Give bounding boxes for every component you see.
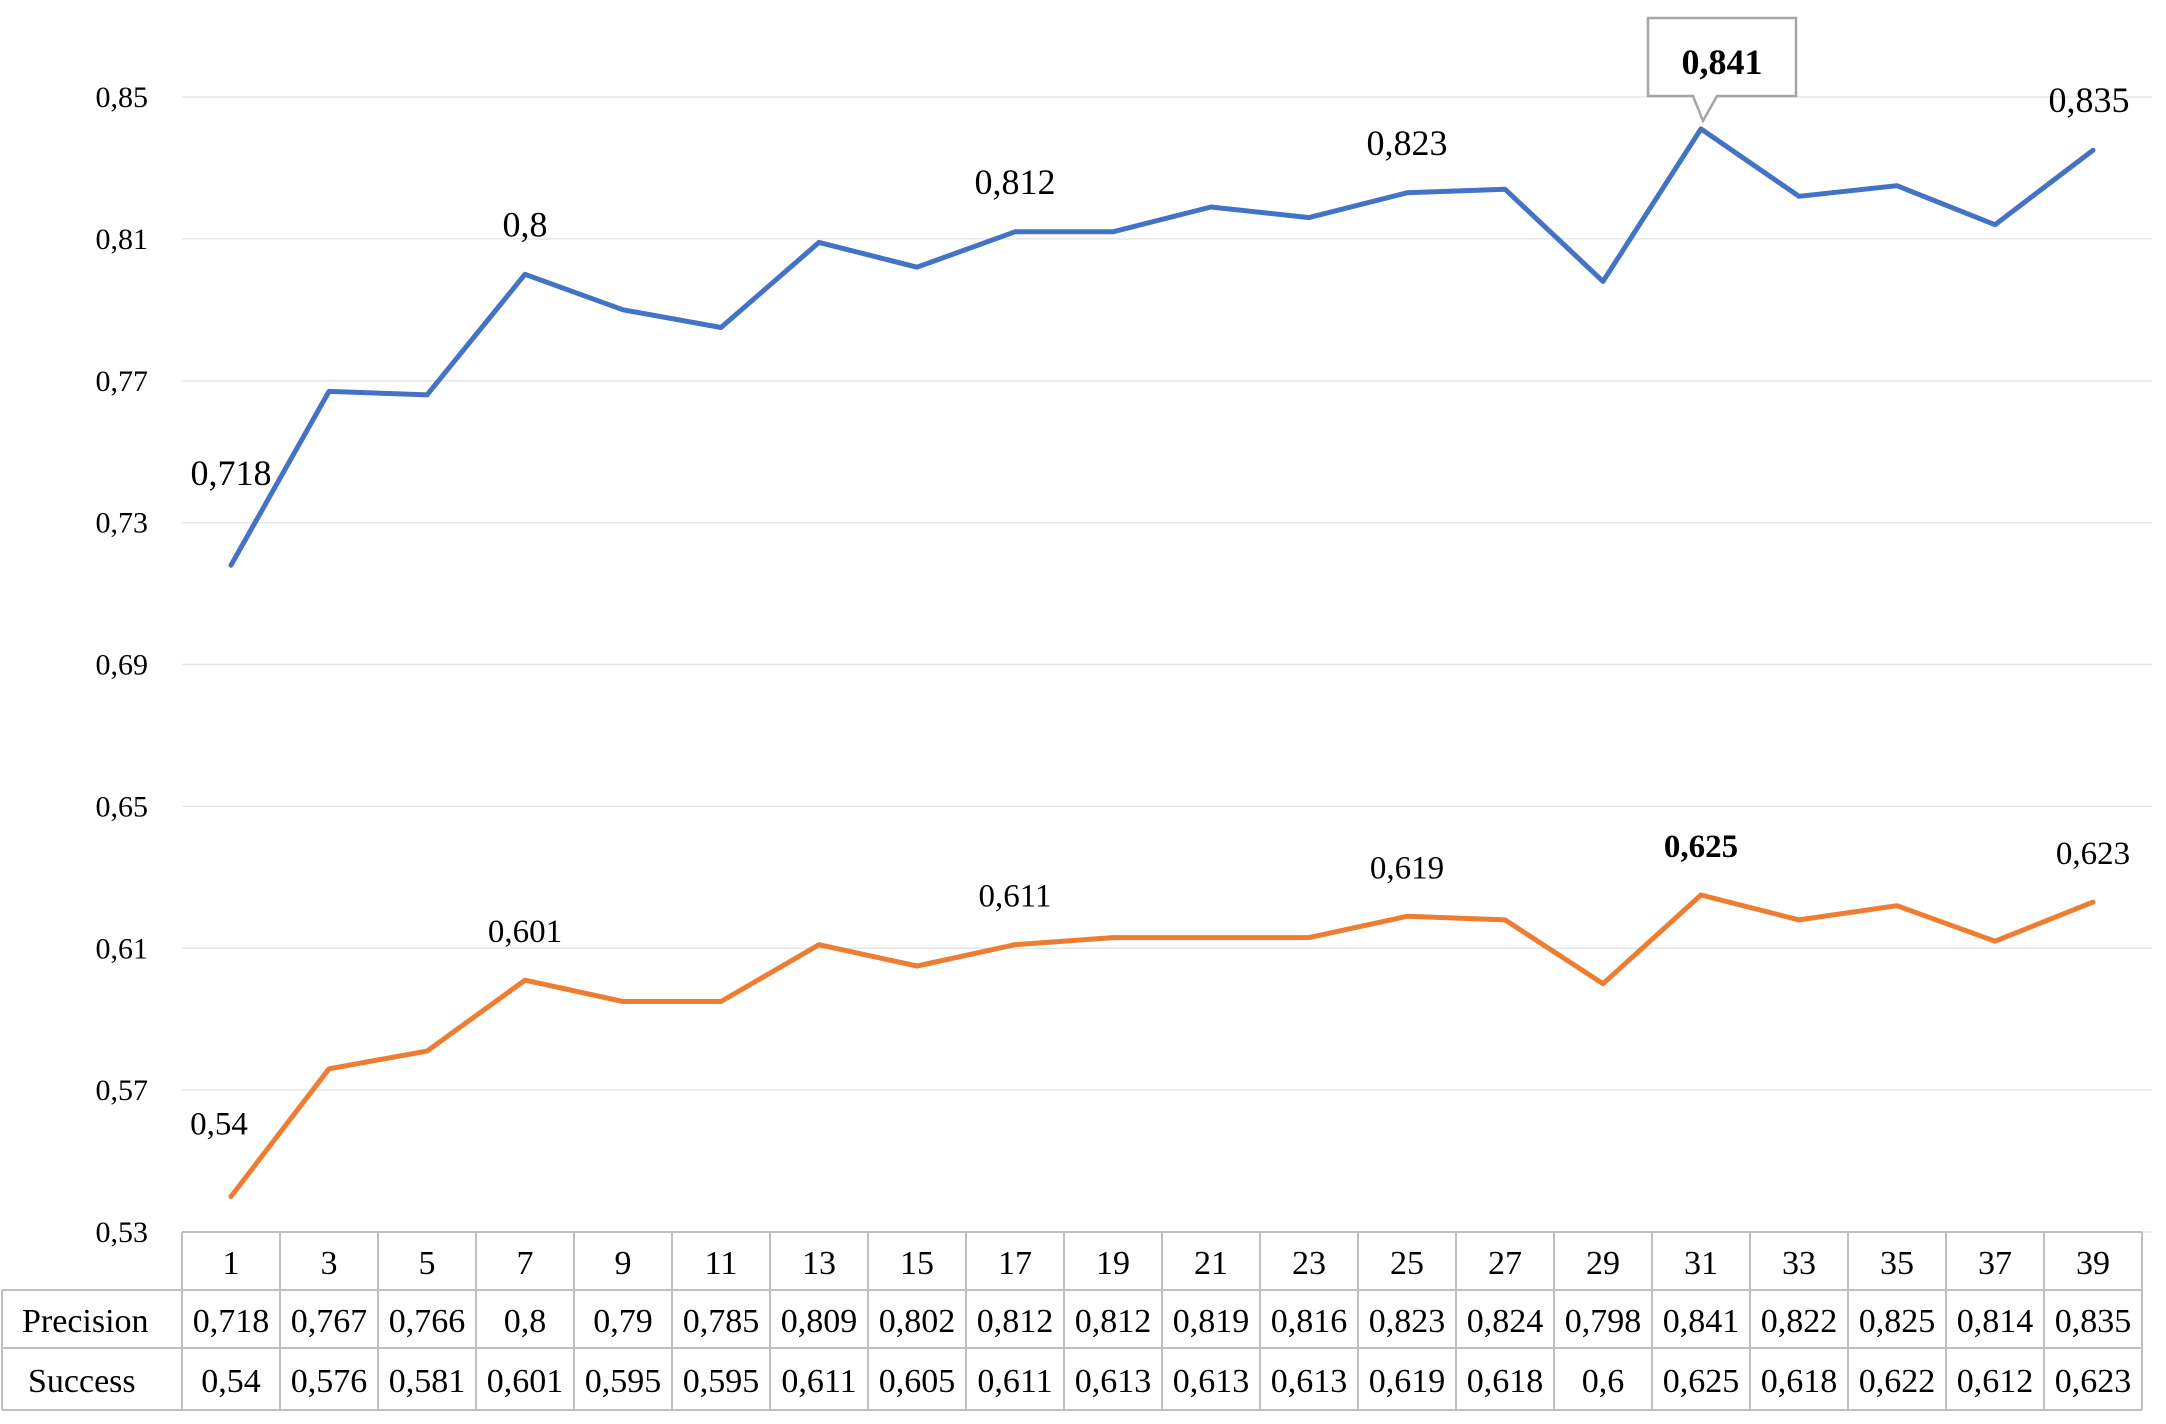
- x-tick-label: 27: [1488, 1245, 1522, 1282]
- data-label-precision: 0,835: [2049, 80, 2130, 120]
- table-cell-precision: 0,819: [1173, 1303, 1250, 1340]
- table-cell-success: 0,595: [683, 1363, 760, 1400]
- table-cell-success: 0,618: [1467, 1363, 1544, 1400]
- table-cell-success: 0,625: [1663, 1363, 1740, 1400]
- y-tick-label: 0,65: [96, 790, 149, 823]
- table-cell-precision: 0,822: [1761, 1303, 1838, 1340]
- data-label-precision: 0,718: [191, 453, 272, 493]
- x-tick-label: 31: [1684, 1245, 1718, 1282]
- data-label-precision: 0,841: [1682, 42, 1763, 82]
- data-label-success: 0,54: [190, 1107, 248, 1143]
- callout-box: [1646, 16, 1798, 124]
- x-tick-label: 23: [1292, 1245, 1326, 1282]
- y-axis: 0,53 0,57 0,61 0,65 0,69 0,73 0,77 0,81 0,85: [96, 81, 149, 1249]
- table-cell-success: 0,618: [1761, 1363, 1838, 1400]
- x-tick-label: 37: [1978, 1245, 2012, 1282]
- data-table: 1 3 5 7 9 11 13 15 17 19 21 23 25 27 29 31 33 35 37 39Preci…: [1, 1231, 2143, 1411]
- table-cell-success: 0,611: [977, 1363, 1052, 1400]
- table-cell-precision: 0,802: [879, 1303, 956, 1340]
- data-label-precision: 0,823: [1367, 123, 1448, 163]
- table-row-header-success: Success: [28, 1363, 136, 1400]
- table-cell-precision: 0,798: [1565, 1303, 1642, 1340]
- y-tick-label: 0,53: [96, 1216, 149, 1249]
- data-label-success: 0,611: [978, 879, 1051, 915]
- y-tick-label: 0,57: [96, 1074, 149, 1107]
- x-tick-label: 13: [802, 1245, 836, 1282]
- x-tick-label: 19: [1096, 1245, 1130, 1282]
- table-cell-success: 0,613: [1173, 1363, 1250, 1400]
- data-label-success: 0,619: [1370, 850, 1444, 886]
- x-tick-label: 35: [1880, 1245, 1914, 1282]
- x-tick-label: 7: [517, 1245, 534, 1282]
- y-tick-label: 0,61: [96, 932, 149, 965]
- y-tick-label: 0,73: [96, 507, 149, 540]
- table-cell-success: 0,54: [201, 1363, 261, 1400]
- y-tick-label: 0,85: [96, 81, 149, 114]
- table-cell-precision: 0,812: [1075, 1303, 1152, 1340]
- table-cell-precision: 0,767: [291, 1303, 368, 1340]
- callout-highlight: 0,841: [1646, 16, 1798, 124]
- data-label-precision: 0,812: [975, 162, 1056, 202]
- series-line-precision: [228, 126, 2096, 568]
- table-cell-precision: 0,823: [1369, 1303, 1446, 1340]
- table-cell-success: 0,613: [1075, 1363, 1152, 1400]
- gridlines: [182, 96, 2152, 1233]
- table-cell-precision: 0,824: [1467, 1303, 1544, 1340]
- y-tick-label: 0,69: [96, 649, 149, 682]
- data-label-precision: 0,8: [503, 204, 548, 244]
- data-label-success: 0,601: [488, 914, 562, 950]
- table-cell-precision: 0,812: [977, 1303, 1054, 1340]
- x-tick-label: 9: [615, 1245, 632, 1282]
- data-label-success: 0,625: [1664, 829, 1738, 865]
- table-cell-precision: 0,79: [593, 1303, 653, 1340]
- x-tick-label: 33: [1782, 1245, 1816, 1282]
- table-cell-success: 0,576: [291, 1363, 368, 1400]
- table-cell-success: 0,611: [781, 1363, 856, 1400]
- table-cell-precision: 0,8: [504, 1303, 547, 1340]
- table-cell-success: 0,601: [487, 1363, 564, 1400]
- x-tick-label: 17: [998, 1245, 1032, 1282]
- x-tick-label: 39: [2076, 1245, 2110, 1282]
- table-cell-success: 0,595: [585, 1363, 662, 1400]
- data-labels: 0,718 0,8 0,812 0,823 0,841 0,835 0,54 0,601 0,6…: [190, 16, 2130, 1143]
- x-tick-label: 15: [900, 1245, 934, 1282]
- table-cell-success: 0,581: [389, 1363, 466, 1400]
- table-cell-precision: 0,814: [1957, 1303, 2034, 1340]
- table-cell-success: 0,605: [879, 1363, 956, 1400]
- series-lines: [228, 126, 2096, 1199]
- table-cell-precision: 0,785: [683, 1303, 760, 1340]
- x-tick-label: 25: [1390, 1245, 1424, 1282]
- table-cell-precision: 0,835: [2055, 1303, 2132, 1340]
- x-tick-label: 5: [419, 1245, 436, 1282]
- x-tick-label: 3: [321, 1245, 338, 1282]
- table-cell-precision: 0,816: [1271, 1303, 1348, 1340]
- table-cell-success: 0,612: [1957, 1363, 2034, 1400]
- table-row-header-precision: Precision: [22, 1303, 149, 1340]
- table-cell-precision: 0,825: [1859, 1303, 1936, 1340]
- series-line-success: [228, 892, 2096, 1199]
- x-tick-label: 1: [223, 1245, 240, 1282]
- table-cell-precision: 0,766: [389, 1303, 466, 1340]
- table-cell-success: 0,619: [1369, 1363, 1446, 1400]
- table-cell-precision: 0,841: [1663, 1303, 1740, 1340]
- table-cell-precision: 0,809: [781, 1303, 858, 1340]
- y-tick-label: 0,81: [96, 223, 149, 256]
- x-tick-label: 11: [705, 1245, 738, 1282]
- x-tick-label: 21: [1194, 1245, 1228, 1282]
- table-cell-success: 0,623: [2055, 1363, 2132, 1400]
- table-cell-success: 0,6: [1582, 1363, 1625, 1400]
- table-cell-success: 0,613: [1271, 1363, 1348, 1400]
- table-cell-success: 0,622: [1859, 1363, 1936, 1400]
- data-label-success: 0,623: [2056, 836, 2130, 872]
- table-cell-precision: 0,718: [193, 1303, 270, 1340]
- x-tick-label: 29: [1586, 1245, 1620, 1282]
- y-tick-label: 0,77: [96, 365, 149, 398]
